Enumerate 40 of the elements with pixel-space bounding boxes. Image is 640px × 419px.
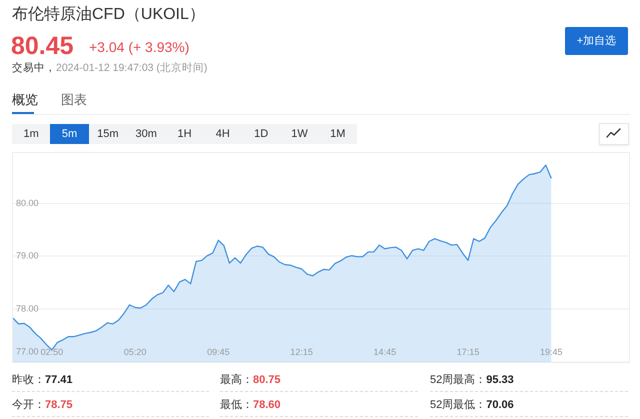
x-tick-label: 12:15 [290,347,313,358]
text: 70.06 [486,399,514,411]
text: 4H [214,127,231,142]
text: +3.04 (+ 3.93%) [89,38,190,56]
text: 1W [290,127,309,142]
y-tick-label: 78.00 [16,304,39,314]
chart-title: 布伦特原油CFD（UKOIL） [12,5,205,25]
text: 1D [253,127,270,142]
text: 80.45 [11,32,74,60]
text: 1H [176,127,193,142]
text: 52周最低： [430,399,486,411]
x-tick-label: 09:45 [207,347,230,358]
x-tick-label: 14:45 [374,347,396,358]
text: 15m [96,127,120,142]
x-tick-label: 17:15 [456,347,480,358]
text: 5m [50,124,89,144]
text: 图表 [61,91,87,109]
text: 1m [22,127,40,142]
y-tick-label: 79.00 [16,250,39,261]
text: 1M [329,127,346,142]
text: +加自选 [565,27,628,55]
text: 52周最高： [430,374,486,386]
text: 78.75 [45,399,73,411]
x-tick-label: 19:45 [540,347,563,358]
x-tick-label: 05:20 [124,347,146,358]
text: 77.41 [45,374,73,386]
text: 概览 [12,91,38,109]
y-tick-label: 77.00 [16,346,39,357]
text: 昨收： [12,374,45,386]
text: 2024-01-12 19:47:03 (北京时间) [56,62,208,74]
text: 80.75 [253,374,281,386]
text: 交易中， [12,62,56,74]
text: 今开： [12,399,45,411]
y-tick-label: 80.00 [16,198,39,208]
text: 最低： [220,399,253,411]
text: 30m [134,127,158,142]
text: 78.60 [253,399,281,411]
text: 95.33 [486,374,514,386]
text: 最高： [220,374,253,386]
x-tick-label: 02:50 [40,347,64,358]
